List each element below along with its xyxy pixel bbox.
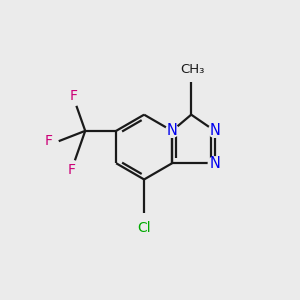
Text: CH₃: CH₃ (181, 63, 205, 76)
Circle shape (166, 124, 178, 137)
Circle shape (208, 157, 221, 170)
Text: N: N (209, 123, 220, 138)
Text: Cl: Cl (137, 221, 151, 235)
Text: N: N (209, 156, 220, 171)
Text: F: F (69, 89, 77, 103)
Text: N: N (167, 123, 178, 138)
Text: F: F (68, 163, 76, 177)
Text: F: F (45, 134, 53, 148)
Circle shape (208, 124, 221, 137)
